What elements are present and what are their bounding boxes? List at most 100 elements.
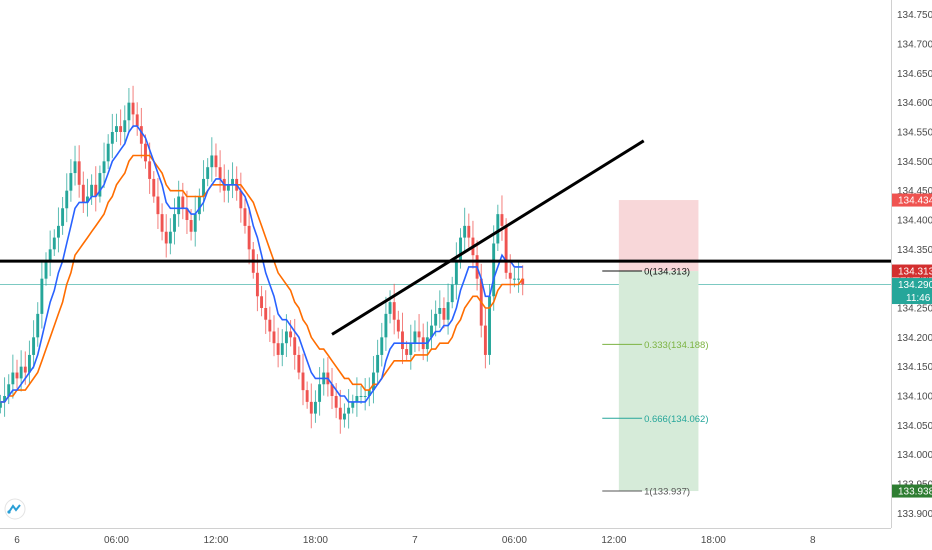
candle-body[interactable] — [98, 173, 102, 197]
candle-body[interactable] — [0, 401, 2, 408]
candle-body[interactable] — [15, 372, 19, 379]
trend-line[interactable] — [331, 139, 645, 336]
candle-body[interactable] — [168, 231, 172, 244]
time-axis[interactable]: 6 06:00 12:00 18:00 7 06:00 12:00 18:00 8 — [14, 535, 816, 546]
candle-body[interactable] — [27, 354, 31, 373]
candle-body[interactable] — [442, 308, 446, 320]
candle-body[interactable] — [260, 296, 264, 308]
candle-body[interactable] — [508, 272, 512, 279]
candle-body[interactable] — [210, 155, 214, 168]
candle-body[interactable] — [305, 390, 309, 402]
candle-body[interactable] — [272, 331, 276, 344]
candle-body[interactable] — [226, 184, 230, 191]
candle-body[interactable] — [65, 190, 69, 209]
candle-body[interactable] — [301, 372, 305, 391]
candle-body[interactable] — [239, 190, 243, 209]
candle-body[interactable] — [44, 261, 48, 279]
candle-body[interactable] — [110, 132, 114, 144]
candle-body[interactable] — [318, 384, 322, 402]
candle-body[interactable] — [173, 214, 176, 232]
candle-body[interactable] — [405, 349, 409, 355]
candle-body[interactable] — [313, 401, 317, 414]
candle-body[interactable] — [521, 278, 525, 285]
candle-body[interactable] — [197, 196, 201, 215]
candle-body[interactable] — [36, 313, 40, 338]
candle-body[interactable] — [243, 208, 247, 226]
plot-area[interactable] — [0, 85, 891, 434]
candle-body[interactable] — [156, 196, 160, 215]
candle-body[interactable] — [264, 308, 268, 320]
candle-body[interactable] — [48, 249, 52, 262]
candle-body[interactable] — [496, 214, 500, 244]
candle-body[interactable] — [355, 396, 359, 402]
candle-body[interactable] — [417, 331, 421, 338]
candle-body[interactable] — [177, 196, 181, 215]
candle-body[interactable] — [81, 184, 85, 203]
candle-body[interactable] — [372, 372, 375, 391]
candle-body[interactable] — [131, 102, 135, 115]
candle-body[interactable] — [500, 214, 504, 226]
candle-body[interactable] — [73, 161, 77, 174]
candle-body[interactable] — [297, 354, 301, 373]
stop-loss-zone[interactable] — [618, 200, 699, 272]
candle-body[interactable] — [231, 178, 234, 185]
candle-body[interactable] — [181, 196, 185, 209]
candle-body[interactable] — [189, 220, 193, 232]
candle-body[interactable] — [380, 337, 384, 355]
candle-body[interactable] — [409, 343, 413, 355]
candle-body[interactable] — [193, 214, 197, 232]
candle-body[interactable] — [115, 126, 118, 132]
candle-body[interactable] — [330, 384, 334, 396]
candle-body[interactable] — [214, 155, 218, 168]
candle-body[interactable] — [106, 143, 110, 162]
candle-body[interactable] — [123, 120, 127, 132]
candle-body[interactable] — [52, 237, 56, 250]
candle-body[interactable] — [284, 331, 288, 344]
candle-body[interactable] — [127, 102, 131, 121]
candle-body[interactable] — [40, 278, 44, 314]
candle-body[interactable] — [430, 325, 433, 338]
candle-body[interactable] — [384, 313, 388, 338]
tradingview-logo-icon[interactable] — [4, 498, 26, 520]
candle-body[interactable] — [7, 384, 11, 396]
candle-body[interactable] — [450, 284, 454, 303]
candle-body[interactable] — [363, 396, 367, 397]
candle-body[interactable] — [23, 366, 27, 373]
candle-body[interactable] — [185, 208, 189, 220]
candle-body[interactable] — [152, 178, 156, 197]
candle-body[interactable] — [492, 243, 496, 297]
candle-body[interactable] — [293, 337, 297, 355]
candle-body[interactable] — [247, 225, 251, 250]
candle-body[interactable] — [392, 302, 396, 320]
candle-body[interactable] — [367, 390, 371, 396]
candle-body[interactable] — [135, 114, 139, 127]
candle-body[interactable] — [218, 167, 222, 179]
price-axis[interactable]: 134.750 134.700 134.650 134.600 134.550 134.5… — [897, 10, 932, 520]
candle-body[interactable] — [334, 396, 338, 408]
candle-body[interactable] — [144, 143, 147, 162]
candle-body[interactable] — [434, 313, 438, 326]
candle-body[interactable] — [467, 225, 471, 238]
candle-body[interactable] — [206, 167, 210, 179]
candle-body[interactable] — [483, 325, 487, 355]
candle-body[interactable] — [347, 407, 351, 414]
candle-body[interactable] — [309, 401, 313, 414]
candle-body[interactable] — [148, 161, 152, 179]
candle-body[interactable] — [351, 401, 355, 408]
candle-body[interactable] — [454, 261, 458, 285]
candle-body[interactable] — [119, 126, 123, 132]
candle-body[interactable] — [56, 225, 60, 238]
candle-body[interactable] — [276, 343, 280, 355]
candle-body[interactable] — [11, 372, 15, 385]
candle-body[interactable] — [446, 302, 450, 320]
candle-body[interactable] — [504, 225, 508, 273]
candle-body[interactable] — [3, 396, 7, 402]
candle-body[interactable] — [139, 126, 143, 144]
candle-body[interactable] — [517, 278, 520, 280]
candle-body[interactable] — [388, 302, 392, 314]
candle-body[interactable] — [61, 208, 65, 226]
take-profit-zone[interactable] — [618, 271, 699, 492]
candle-body[interactable] — [401, 331, 404, 350]
candle-body[interactable] — [69, 173, 73, 191]
